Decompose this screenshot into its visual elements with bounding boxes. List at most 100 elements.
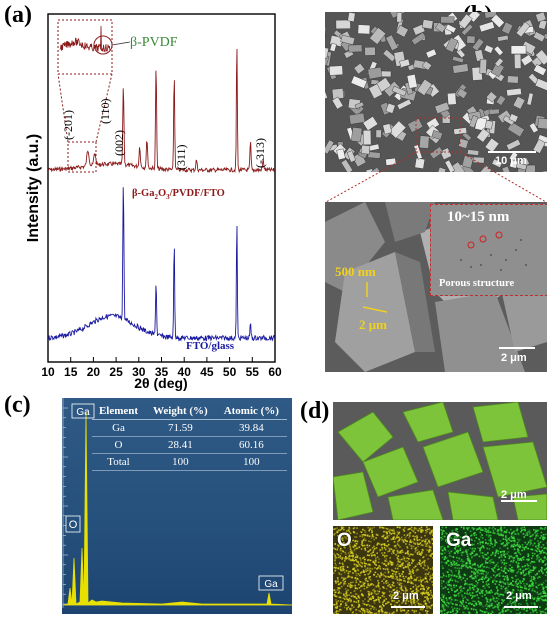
eds-map-pixel [544,574,547,576]
eds-map-pixel [501,550,504,553]
eds-map-pixel [337,531,340,533]
eds-map-pixel [489,534,492,537]
eds-map-pixel [478,578,481,581]
eds-map-pixel [356,527,358,529]
eds-map-pixel [446,571,448,573]
eds-map-pixel [448,575,450,578]
eds-map-pixel [390,564,393,566]
eds-map-pixel [419,530,422,532]
eds-map-pixel [498,608,500,611]
eds-map-pixel [491,591,493,594]
eds-map-pixel [361,541,364,544]
eds-map-pixel [532,611,534,613]
eds-map-pixel [492,529,495,532]
eds-map-pixel [460,543,463,545]
eds-map-pixel [399,608,402,610]
eds-map-pixel [480,613,483,614]
eds-map-pixel [519,586,522,588]
eds-map-pixel [361,561,363,564]
eds-map-pixel [384,571,386,574]
eds-map-pixel [489,536,492,539]
eds-map-pixel [504,530,506,533]
eds-map-pixel [495,563,498,566]
eds-map-oxygen-dots [333,526,433,614]
eds-map-pixel [503,526,506,529]
eds-map-pixel [507,554,510,557]
eds-map-pixel [343,582,345,584]
eds-map-pixel [388,550,391,552]
eds-map-pixel [462,611,465,614]
eds-map-pixel [382,535,384,538]
eds-map-pixel [451,530,453,533]
eds-map-pixel [373,574,375,576]
eds-map-pixel [481,529,483,531]
eds-map-pixel [383,563,385,565]
eds-map-pixel [367,600,370,602]
eds-map-pixel [490,604,493,607]
eds-map-pixel [500,593,502,596]
eds-map-pixel [539,593,541,595]
eds-map-pixel [340,569,342,572]
eds-map-pixel [450,587,452,590]
sem-crystal [526,92,534,106]
eds-map-pixel [390,563,392,565]
eds-map-pixel [411,529,413,531]
eds-map-pixel [361,534,364,536]
eds-map-pixel [359,610,362,613]
eds-map-pixel [388,547,390,550]
eds-map-pixel [505,535,507,537]
eds-map-pixel [515,582,517,585]
eds-map-pixel [431,529,433,532]
eds-map-pixel [364,534,366,537]
eds-map-pixel [335,582,337,584]
eds-map-pixel [472,608,475,611]
eds-map-pixel [541,568,543,570]
eds-map-pixel [501,608,504,611]
eds-map-pixel [387,601,389,603]
eds-map-pixel [419,608,422,611]
eds-map-pixel [495,575,497,577]
eds-map-pixel [522,528,525,531]
eds-map-pixel [510,545,512,548]
eds-map-pixel [344,588,347,590]
eds-map-pixel [507,542,509,544]
eds-map-pixel [510,535,513,538]
eds-map-pixel [405,560,407,563]
sem-crystal [478,21,495,33]
eds-map-pixel [449,574,452,576]
eds-map-pixel [394,537,397,540]
eds-map-pixel [371,527,373,529]
eds-map-pixel [422,579,424,581]
eds-map-pixel [498,568,500,570]
eds-map-pixel [464,580,467,582]
eds-map-pixel [414,584,417,586]
eds-map-pixel [429,542,431,544]
eds-map-pixel [463,608,466,610]
eds-map-pixel [346,600,349,603]
eds-map-pixel [420,588,422,590]
sem-crystal [466,35,476,44]
eds-map-pixel [373,545,375,548]
eds-map-pixel [428,586,430,589]
eds-map-pixel [354,584,356,587]
eds-map-pixel [355,558,357,561]
eds-map-pixel [454,547,456,550]
eds-map-pixel [529,569,532,571]
sem-crystal [391,85,407,97]
eds-map-pixel [469,543,472,546]
eds-map-pixel [351,576,353,579]
eds-map-pixel [349,583,351,586]
eds-map-pixel [397,595,400,598]
eds-map-pixel [350,600,352,603]
eds-map-pixel [386,533,388,536]
eds-map-pixel [534,608,536,610]
eds-map-pixel [422,591,425,594]
eds-map-pixel [535,536,537,538]
eds-map-pixel [402,571,405,573]
eds-map-pixel [413,611,415,614]
eds-map-pixel [422,592,425,594]
eds-map-pixel [390,595,393,598]
eds-map-pixel [533,597,536,599]
eds-map-pixel [521,557,524,559]
eds-map-pixel [388,594,391,597]
